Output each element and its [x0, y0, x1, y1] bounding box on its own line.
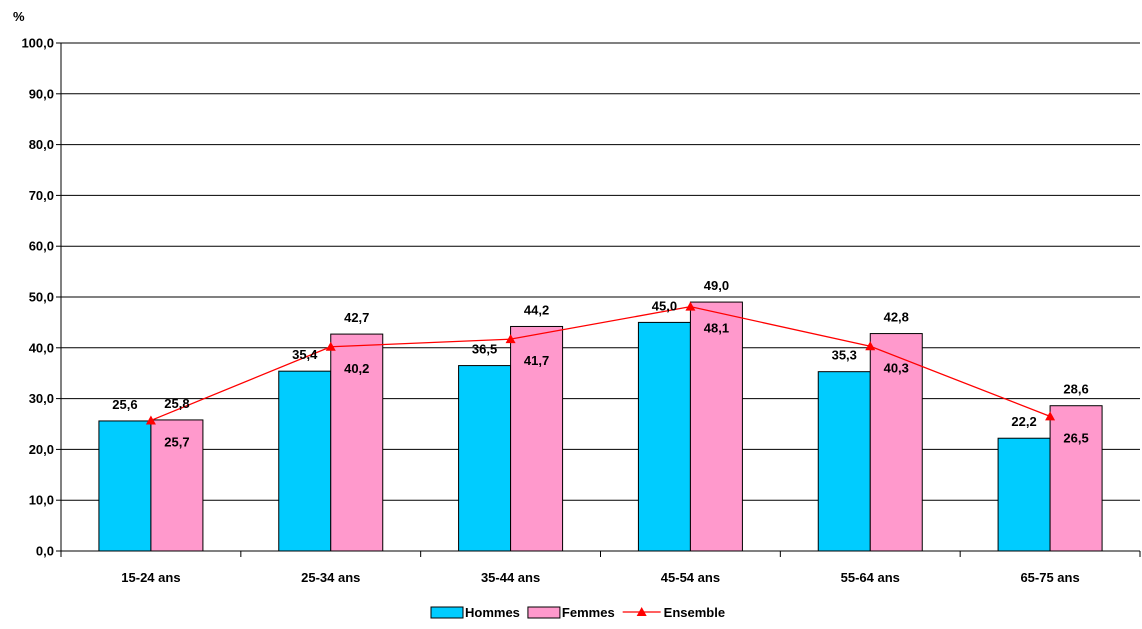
ensemble-line [145, 301, 1056, 425]
bar-femmes [330, 333, 384, 552]
data-label-femmes: 42,7 [344, 310, 369, 325]
axes: 0,0 10,0 20,0 30,0 40,0 50,0 60,0 70,0 80,0 90,0 1… [21, 36, 1141, 585]
data-label-femmes: 28,6 [1063, 382, 1088, 397]
data-label-femmes: 44,2 [524, 302, 549, 317]
y-tick-label: 30,0 [29, 391, 54, 406]
legend-swatch-hommes [430, 606, 464, 619]
legend-label-ensemble: Ensemble [664, 605, 725, 620]
ensemble-marker [325, 341, 336, 351]
ensemble-marker [145, 415, 156, 425]
bar-hommes [997, 437, 1051, 552]
data-label-hommes: 35,4 [292, 347, 318, 362]
data-labels: 25,6 25,8 25,7 35,4 42,7 40,2 36,5 44,2 41,7 45,0… [112, 278, 1088, 449]
legend-swatch-femmes [527, 606, 561, 619]
x-tick-label: 25-34 ans [301, 570, 360, 585]
data-label-ensemble: 48,1 [704, 321, 729, 336]
data-label-hommes: 25,6 [112, 397, 137, 412]
bar-hommes [817, 371, 871, 552]
y-tick-label: 90,0 [29, 86, 54, 101]
bar-hommes [637, 321, 691, 552]
data-label-hommes: 45,0 [652, 298, 677, 313]
data-label-femmes: 42,8 [884, 310, 909, 325]
bar-femmes [869, 333, 923, 552]
ensemble-marker [1045, 411, 1056, 421]
legend-label-femmes: Femmes [562, 605, 615, 620]
x-tick-label: 35-44 ans [481, 570, 540, 585]
y-tick-label: 40,0 [29, 340, 54, 355]
ensemble-marker [505, 334, 516, 344]
data-label-ensemble: 41,7 [524, 353, 549, 368]
x-tick-label: 45-54 ans [661, 570, 720, 585]
y-tick-label: 100,0 [21, 36, 54, 51]
data-label-ensemble: 26,5 [1063, 430, 1088, 445]
bar-hommes [278, 370, 332, 552]
line-ensemble [150, 305, 1051, 422]
ensemble-marker [685, 301, 696, 311]
x-tick-label: 15-24 ans [121, 570, 180, 585]
legend-marker-ensemble [636, 607, 647, 616]
y-tick-label: 50,0 [29, 290, 54, 305]
bar-hommes [98, 420, 152, 552]
bar-femmes [689, 301, 743, 552]
bars [98, 301, 1103, 552]
legend-label-hommes: Hommes [465, 605, 520, 620]
data-label-ensemble: 40,3 [884, 360, 909, 375]
data-label-ensemble: 40,2 [344, 361, 369, 376]
y-tick-label: 80,0 [29, 137, 54, 152]
y-tick-label: 20,0 [29, 442, 54, 457]
bar-hommes [458, 365, 512, 552]
data-label-hommes: 22,2 [1011, 414, 1036, 429]
y-tick-label: 10,0 [29, 493, 54, 508]
x-tick-label: 65-75 ans [1020, 570, 1079, 585]
y-tick-label: 0,0 [36, 544, 54, 559]
bar-femmes [150, 419, 204, 552]
bar-femmes [1049, 405, 1103, 552]
data-label-femmes: 49,0 [704, 278, 729, 293]
ensemble-marker [865, 341, 876, 351]
data-label-hommes: 35,3 [832, 348, 857, 363]
data-label-hommes: 36,5 [472, 342, 497, 357]
y-tick-label: 60,0 [29, 239, 54, 254]
legend: Hommes Femmes Ensemble [430, 605, 725, 620]
gridlines [61, 42, 1140, 501]
data-label-femmes: 25,8 [164, 396, 189, 411]
data-label-ensemble: 25,7 [164, 434, 189, 449]
y-tick-label: 70,0 [29, 188, 54, 203]
y-axis-label: % [13, 9, 25, 24]
x-tick-label: 55-64 ans [841, 570, 900, 585]
